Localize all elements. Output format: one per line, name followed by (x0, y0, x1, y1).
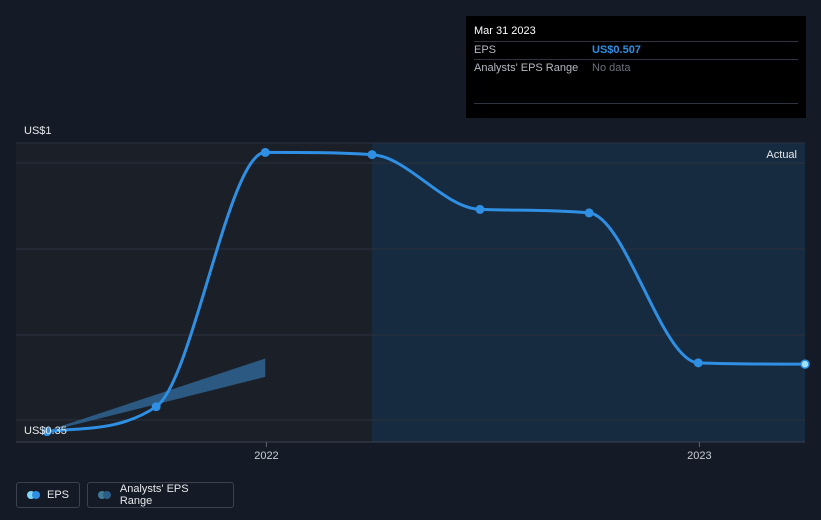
tooltip-eps-value: US$0.507 (592, 44, 641, 56)
actual-region-label: Actual (766, 149, 797, 161)
legend-eps-label: EPS (46, 489, 69, 501)
eps-point-2021-06-30 (42, 427, 52, 437)
tooltip-row-range: Analysts' EPS Range No data (474, 59, 798, 77)
y-tick-label-min: US$0.35 (24, 425, 67, 437)
analyst-range-band (47, 358, 266, 432)
tooltip-range-label: Analysts' EPS Range (474, 62, 579, 74)
eps-point-2023-03-31 (800, 359, 810, 369)
legend-range-button[interactable]: Analysts' EPS Range (87, 482, 234, 508)
legend-range-label: Analysts' EPS Range (119, 483, 189, 507)
eps-point-2022-09-30 (584, 208, 594, 218)
eps-point-2021-09-30 (151, 402, 161, 412)
eps-point-2021-12-31 (260, 147, 270, 157)
past-region (16, 143, 373, 442)
eps-point-2022-03-31 (367, 150, 377, 160)
x-tick-label-2022: 2022 (254, 450, 278, 462)
eps-point-2022-06-30 (475, 204, 485, 214)
legend-eps-button[interactable]: EPS (16, 482, 80, 508)
tooltip-date: Mar 31 2023 (474, 25, 536, 37)
tooltip-eps-label: EPS (474, 44, 497, 56)
y-tick-label-max: US$1 (24, 125, 52, 137)
actual-region (372, 143, 805, 442)
eps-point-2022-12-31 (693, 358, 703, 368)
x-tick-label-2023: 2023 (687, 450, 711, 462)
tooltip-divider (474, 77, 798, 104)
tooltip: Mar 31 2023 EPS US$0.507 Analysts' EPS R… (466, 16, 806, 118)
eps-line (45, 150, 807, 434)
eps-swatch-icon (27, 491, 40, 499)
tooltip-row-eps: EPS US$0.507 (474, 41, 798, 59)
tooltip-range-value: No data (592, 62, 631, 74)
range-swatch-icon (98, 491, 112, 499)
